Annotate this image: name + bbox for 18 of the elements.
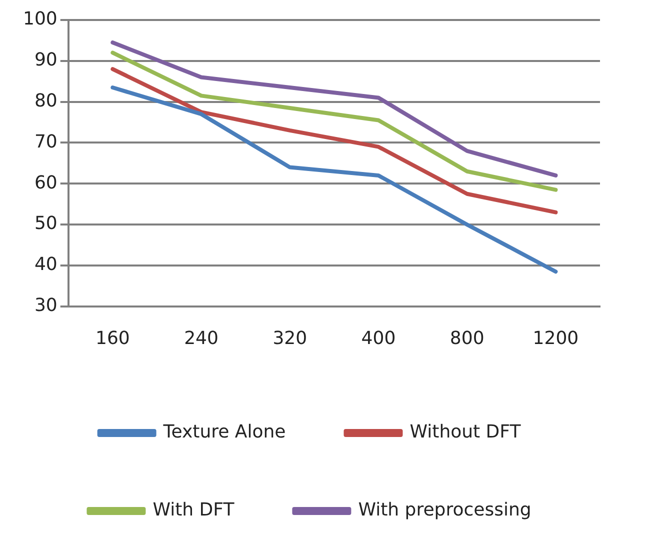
- y-tick-label: 50: [34, 213, 58, 234]
- y-tick-label: 90: [34, 50, 58, 71]
- legend-label: Texture Alone: [162, 422, 286, 443]
- y-tick-label: 40: [34, 254, 58, 276]
- x-tick-label: 800: [450, 328, 484, 349]
- y-tick-label: 100: [22, 8, 58, 30]
- y-tick-label: 60: [34, 172, 58, 194]
- x-tick-label: 400: [361, 328, 396, 349]
- legend-label: With DFT: [152, 500, 236, 521]
- y-tick-label: 70: [34, 131, 58, 152]
- y-tick-label: 30: [34, 295, 58, 316]
- x-tick-label: 240: [184, 328, 218, 349]
- x-tick-label: 1200: [532, 328, 579, 349]
- x-tick-label: 320: [272, 328, 308, 349]
- legend-label: Without DFT: [410, 422, 522, 443]
- x-tick-label: 160: [95, 328, 130, 349]
- legend-label: With preprocessing: [358, 500, 532, 521]
- y-tick-label: 80: [34, 90, 58, 112]
